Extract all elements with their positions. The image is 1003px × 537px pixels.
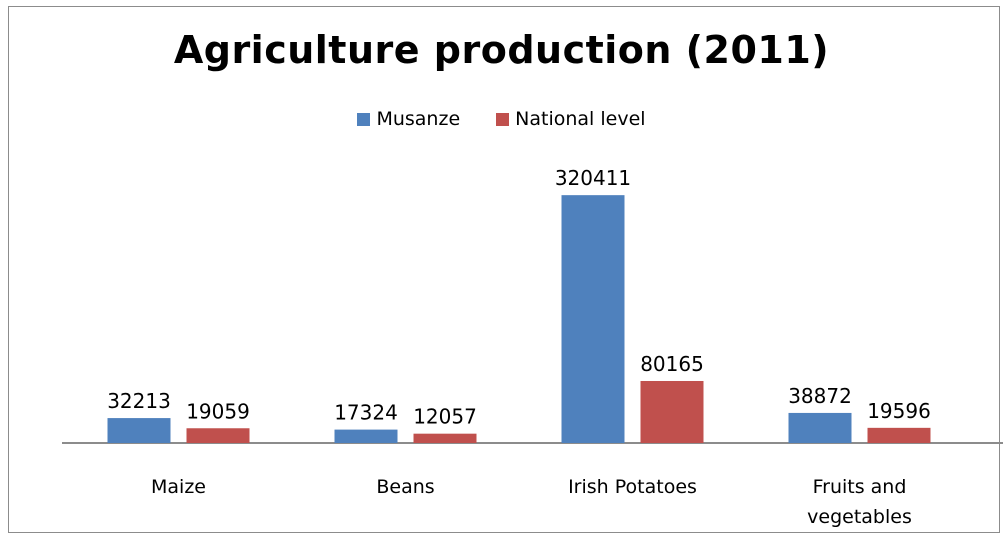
chart-title: Agriculture production (2011)	[173, 28, 830, 72]
legend-item-national-level: National level	[496, 108, 646, 130]
legend-swatch-musanze	[357, 112, 371, 126]
bar-beans-musanze	[334, 429, 398, 443]
chart-legend: Musanze National level	[0, 108, 1003, 130]
data-label-beans-musanze: 17324	[334, 401, 398, 425]
data-label-irish-potatoes-musanze: 320411	[555, 166, 631, 190]
bar-fruits-and-vegetables-national-level	[867, 427, 931, 443]
data-label-irish-potatoes-national-level: 80165	[640, 352, 704, 376]
bar-maize-musanze	[107, 418, 171, 443]
legend-label-musanze: Musanze	[376, 108, 461, 130]
category-label-irish-potatoes: Irish Potatoes	[568, 476, 697, 498]
legend-swatch-national-level	[496, 112, 510, 126]
chart-frame	[8, 6, 1000, 533]
bar-irish-potatoes-national-level	[640, 380, 704, 443]
data-label-fruits-and-vegetables-national-level: 19596	[867, 399, 931, 423]
category-label-beans: Beans	[376, 476, 434, 498]
bar-maize-national-level	[186, 428, 250, 443]
data-label-beans-national-level: 12057	[413, 405, 477, 429]
data-label-fruits-and-vegetables-musanze: 38872	[788, 384, 852, 408]
bar-beans-national-level	[413, 433, 477, 443]
bar-fruits-and-vegetables-musanze	[788, 412, 852, 443]
legend-label-national-level: National level	[515, 108, 646, 130]
data-label-maize-national-level: 19059	[186, 399, 250, 423]
bar-irish-potatoes-musanze	[561, 195, 625, 443]
category-label-fruits-and-vegetables: Fruits and vegetables	[807, 476, 912, 528]
category-label-maize: Maize	[151, 476, 206, 498]
legend-item-musanze: Musanze	[357, 108, 460, 130]
data-label-maize-musanze: 32213	[107, 389, 171, 413]
